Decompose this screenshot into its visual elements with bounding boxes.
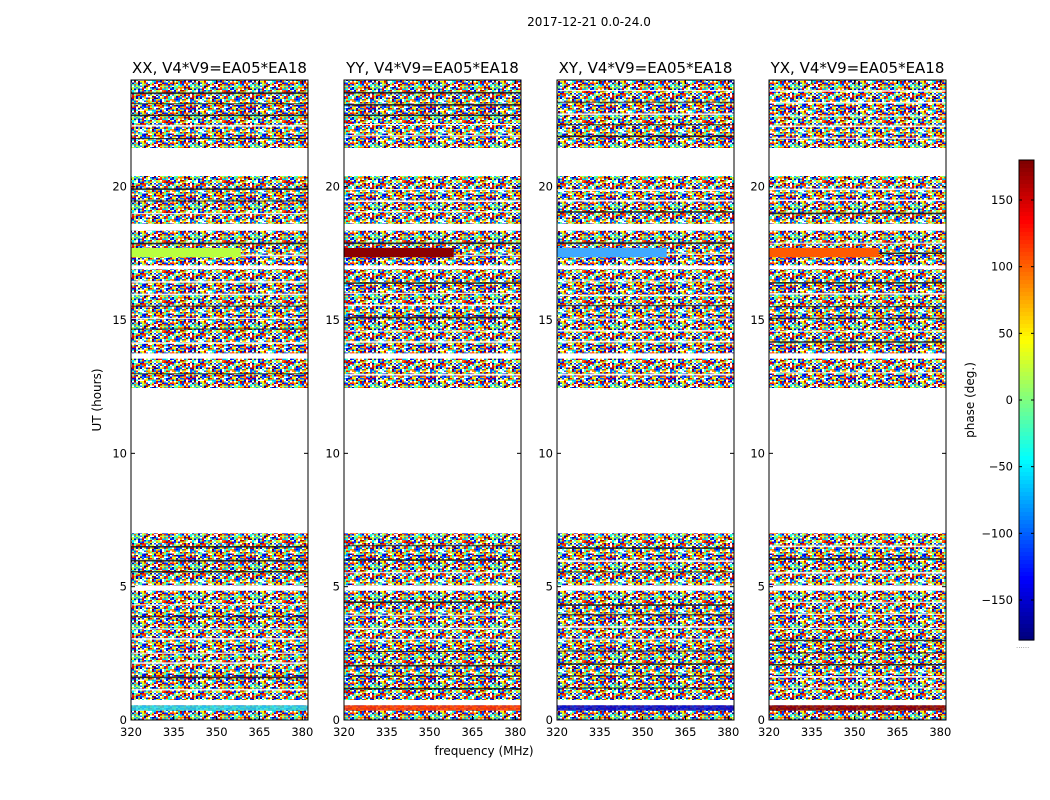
colorbar-tick-label: 150 [991, 193, 1013, 207]
panel-3: XY, V4*V9=EA05*EA18 320 335 350 365 380 0 5 10 15… [538, 59, 739, 739]
colorbar: −150 −100 −50 0 50 100 150 [981, 159, 1035, 641]
x-tick-label: 320 [120, 725, 142, 739]
x-tick-label: 320 [758, 725, 780, 739]
data-block [557, 269, 734, 354]
y-tick-label: 10 [112, 446, 127, 460]
colorbar-tick-label: 0 [1006, 393, 1013, 407]
x-tick-label: 365 [674, 725, 696, 739]
y-tick-label: 15 [112, 313, 127, 327]
data-block [557, 533, 734, 586]
low-band [769, 705, 946, 711]
y-tick-label: 5 [120, 580, 127, 594]
colorbar-tick-label: −150 [981, 593, 1013, 607]
data-block [344, 269, 521, 354]
colorbar-footnote: ...... [1016, 642, 1029, 650]
y-tick-label: 5 [758, 580, 765, 594]
x-tick-label: 350 [844, 725, 866, 739]
panel-title: XX, V4*V9=EA05*EA18 [132, 59, 307, 77]
low-band [344, 705, 521, 711]
panel-2: YY, V4*V9=EA05*EA18 320 335 350 365 380 0 5 10 15… [325, 59, 526, 739]
panels: XX, V4*V9=EA05*EA18 320 335 350 365 380 0 5 10 15… [112, 59, 951, 739]
figure-suptitle: 2017-12-21 0.0-24.0 [527, 15, 651, 29]
coherent-band [557, 248, 667, 258]
panel-title: XY, V4*V9=EA05*EA18 [559, 59, 733, 77]
y-tick-label: 15 [750, 313, 765, 327]
x-tick-label: 335 [163, 725, 185, 739]
y-tick-label: 0 [333, 713, 340, 727]
y-tick-label: 10 [750, 446, 765, 460]
data-block [131, 80, 308, 148]
x-tick-label: 350 [632, 725, 654, 739]
y-tick-label: 15 [325, 313, 340, 327]
panel-1: XX, V4*V9=EA05*EA18 320 335 350 365 380 0 5 10 15… [112, 59, 313, 739]
colorbar-tick-label: 50 [998, 326, 1013, 340]
panel-frame [768, 79, 947, 721]
data-block [557, 590, 734, 700]
x-tick-label: 335 [589, 725, 611, 739]
x-tick-label: 335 [376, 725, 398, 739]
y-tick-label: 20 [538, 180, 553, 194]
x-tick-label: 350 [419, 725, 441, 739]
y-axis-label: UT (hours) [90, 368, 104, 431]
data-block [131, 533, 308, 586]
data-block [557, 358, 734, 388]
x-tick-label: 380 [504, 725, 526, 739]
y-tick-label: 20 [750, 180, 765, 194]
y-tick-label: 15 [538, 313, 553, 327]
coherent-band [131, 248, 241, 258]
low-band [557, 705, 734, 711]
y-tick-label: 0 [120, 713, 127, 727]
y-tick-label: 5 [546, 580, 553, 594]
coherent-band [344, 248, 454, 258]
colorbar-label: phase (deg.) [963, 362, 977, 438]
coherent-band [769, 248, 879, 258]
panel-frame [556, 79, 735, 721]
data-block [344, 590, 521, 700]
y-tick-label: 20 [325, 180, 340, 194]
x-axis-label: frequency (MHz) [434, 744, 533, 758]
x-tick-label: 320 [333, 725, 355, 739]
panel-title: YX, V4*V9=EA05*EA18 [770, 59, 945, 77]
x-tick-label: 335 [801, 725, 823, 739]
low-band [131, 705, 308, 711]
x-tick-label: 365 [461, 725, 483, 739]
data-block [344, 176, 521, 224]
data-block [344, 358, 521, 388]
x-tick-label: 320 [546, 725, 568, 739]
y-tick-label: 10 [538, 446, 553, 460]
x-tick-label: 350 [206, 725, 228, 739]
x-tick-label: 380 [717, 725, 739, 739]
y-tick-label: 0 [546, 713, 553, 727]
data-block [131, 176, 308, 224]
data-block [769, 358, 946, 388]
y-tick-label: 20 [112, 180, 127, 194]
x-tick-label: 380 [929, 725, 951, 739]
x-tick-label: 365 [886, 725, 908, 739]
data-block [131, 590, 308, 700]
panel-frame [130, 79, 309, 721]
panel-frame [343, 79, 522, 721]
x-tick-label: 365 [248, 725, 270, 739]
data-block [344, 80, 521, 148]
data-block [131, 269, 308, 354]
y-tick-label: 10 [325, 446, 340, 460]
colorbar-tick-label: 100 [991, 260, 1013, 274]
data-block [769, 590, 946, 700]
colorbar-tick-label: −100 [981, 526, 1013, 540]
data-block [769, 269, 946, 354]
panel-title: YY, V4*V9=EA05*EA18 [345, 59, 519, 77]
colorbar-tick-label: −50 [989, 460, 1013, 474]
y-tick-label: 0 [758, 713, 765, 727]
panel-4: YX, V4*V9=EA05*EA18 320 335 350 365 380 0 5 10 15… [750, 59, 951, 739]
y-tick-label: 5 [333, 580, 340, 594]
x-tick-label: 380 [291, 725, 313, 739]
